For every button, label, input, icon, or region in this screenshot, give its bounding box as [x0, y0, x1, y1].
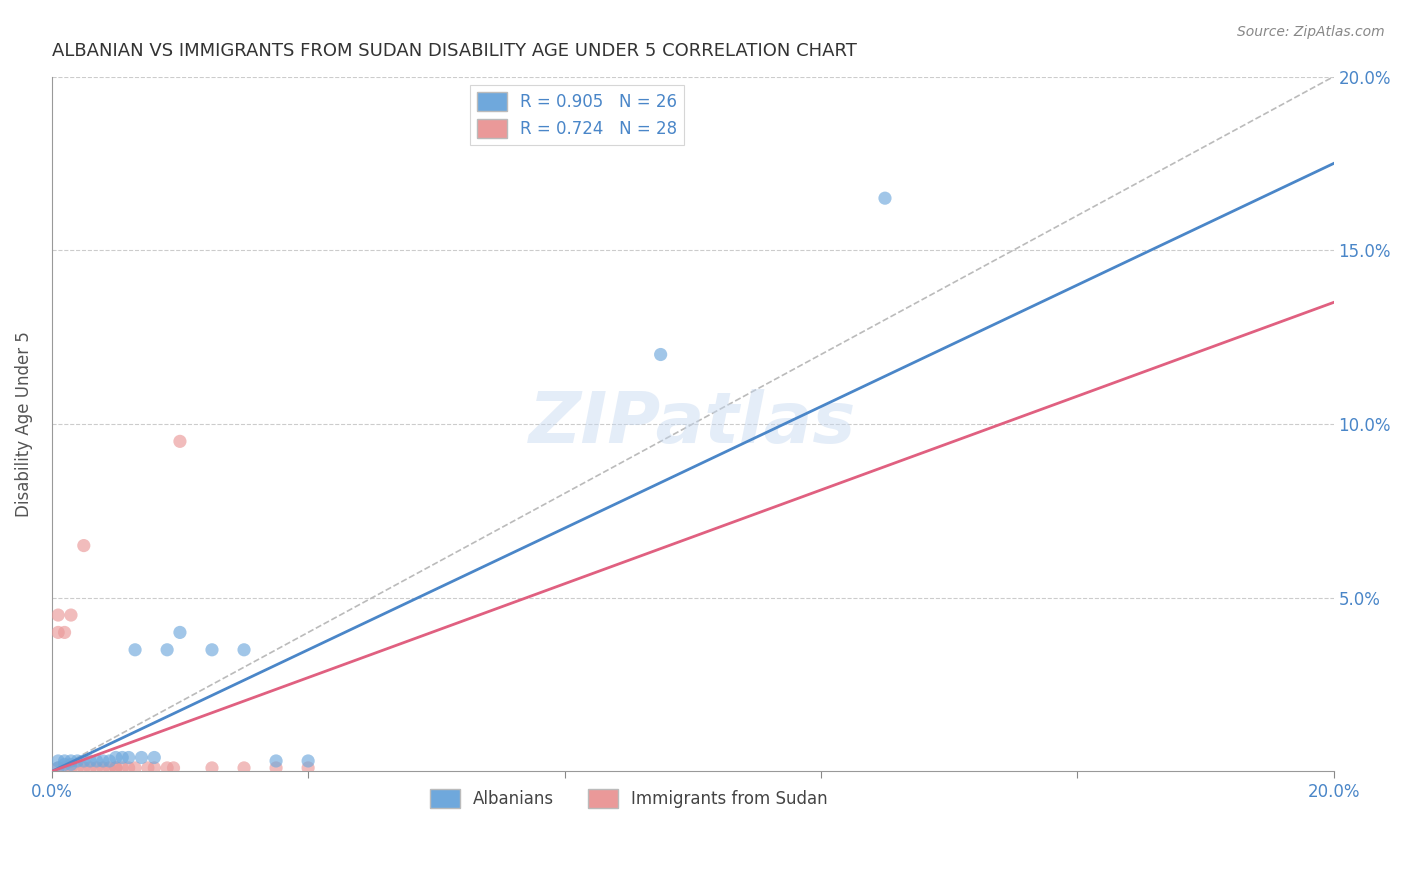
Immigrants from Sudan	[59, 608, 82, 623]
Immigrants from Sudan	[111, 761, 134, 775]
Albanians	[143, 750, 166, 764]
Immigrants from Sudan	[59, 761, 82, 775]
Albanians	[98, 754, 121, 768]
Albanians	[873, 191, 896, 205]
Immigrants from Sudan	[86, 761, 108, 775]
Immigrants from Sudan	[201, 761, 224, 775]
Immigrants from Sudan	[53, 625, 76, 640]
Albanians	[264, 754, 287, 768]
Immigrants from Sudan	[297, 761, 319, 775]
Immigrants from Sudan	[156, 761, 179, 775]
Albanians	[53, 754, 76, 768]
Albanians	[233, 642, 256, 657]
Albanians	[111, 750, 134, 764]
Immigrants from Sudan	[73, 539, 96, 553]
Albanians	[156, 642, 179, 657]
Immigrants from Sudan	[79, 761, 101, 775]
Albanians	[169, 625, 191, 640]
Immigrants from Sudan	[98, 761, 121, 775]
Immigrants from Sudan	[118, 761, 141, 775]
Albanians	[118, 750, 141, 764]
Immigrants from Sudan	[46, 761, 69, 775]
Albanians	[59, 757, 82, 772]
Albanians	[104, 750, 127, 764]
Immigrants from Sudan	[53, 761, 76, 775]
Albanians	[131, 750, 153, 764]
Albanians	[86, 754, 108, 768]
Albanians	[79, 754, 101, 768]
Immigrants from Sudan	[124, 761, 146, 775]
Albanians	[650, 347, 672, 361]
Text: ALBANIAN VS IMMIGRANTS FROM SUDAN DISABILITY AGE UNDER 5 CORRELATION CHART: ALBANIAN VS IMMIGRANTS FROM SUDAN DISABI…	[52, 42, 856, 60]
Immigrants from Sudan	[136, 761, 159, 775]
Immigrants from Sudan	[233, 761, 256, 775]
Text: Source: ZipAtlas.com: Source: ZipAtlas.com	[1237, 25, 1385, 39]
Albanians	[91, 754, 114, 768]
Albanians	[124, 642, 146, 657]
Immigrants from Sudan	[66, 761, 89, 775]
Albanians	[59, 754, 82, 768]
Albanians	[53, 757, 76, 772]
Y-axis label: Disability Age Under 5: Disability Age Under 5	[15, 331, 32, 517]
Albanians	[297, 754, 319, 768]
Immigrants from Sudan	[169, 434, 191, 449]
Albanians	[73, 754, 96, 768]
Immigrants from Sudan	[91, 761, 114, 775]
Albanians	[66, 754, 89, 768]
Immigrants from Sudan	[264, 761, 287, 775]
Immigrants from Sudan	[104, 761, 127, 775]
Immigrants from Sudan	[143, 761, 166, 775]
Immigrants from Sudan	[46, 625, 69, 640]
Albanians	[46, 754, 69, 768]
Immigrants from Sudan	[162, 761, 184, 775]
Immigrants from Sudan	[73, 761, 96, 775]
Albanians	[46, 761, 69, 775]
Legend: Albanians, Immigrants from Sudan: Albanians, Immigrants from Sudan	[423, 782, 834, 815]
Immigrants from Sudan	[46, 608, 69, 623]
Immigrants from Sudan	[104, 761, 127, 775]
Albanians	[201, 642, 224, 657]
Text: ZIPatlas: ZIPatlas	[529, 390, 856, 458]
